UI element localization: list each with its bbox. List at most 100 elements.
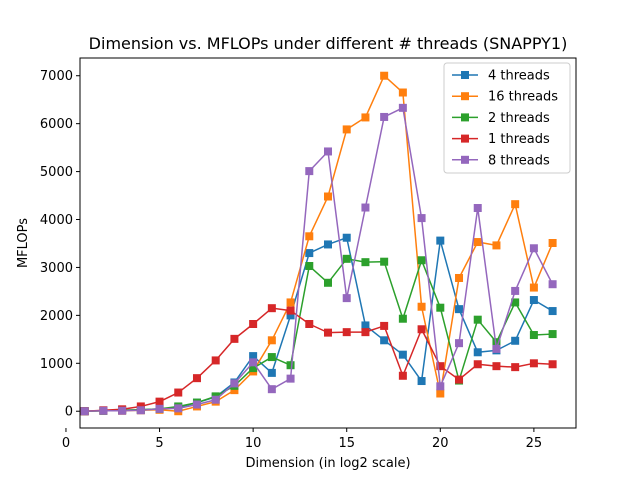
data-point xyxy=(548,239,557,247)
plot-frame xyxy=(79,57,577,429)
data-point xyxy=(492,241,501,250)
data-point xyxy=(305,167,314,176)
data-point xyxy=(473,348,482,357)
legend-swatch-marker xyxy=(461,155,469,164)
data-point xyxy=(511,286,520,295)
data-point xyxy=(398,103,407,112)
data-point xyxy=(380,321,389,330)
data-point xyxy=(473,204,482,213)
data-point xyxy=(511,336,520,345)
data-point xyxy=(305,249,314,258)
x-tick-label: 0 xyxy=(62,436,70,451)
data-point xyxy=(80,407,89,416)
data-point xyxy=(118,406,127,415)
data-point xyxy=(548,360,557,369)
data-point xyxy=(192,400,201,409)
data-point xyxy=(380,257,389,266)
legend-item: 2 threads xyxy=(452,111,550,126)
data-point xyxy=(324,147,332,156)
data-point xyxy=(455,375,464,384)
data-point xyxy=(361,113,370,122)
series-layer xyxy=(80,71,557,416)
x-tick-label: 20 xyxy=(432,436,449,451)
data-point xyxy=(417,256,426,265)
data-point xyxy=(342,294,351,303)
data-point xyxy=(155,404,164,413)
x-tick-label: 25 xyxy=(526,436,543,451)
legend-label: 1 threads xyxy=(488,132,550,147)
x-axis-ticks: 0 5 10 15 20 25 xyxy=(62,428,542,451)
legend: 4 threads 16 threads 2 threads 1 threads 8 t… xyxy=(443,62,571,174)
data-point xyxy=(267,336,276,345)
data-point xyxy=(455,273,464,282)
data-point xyxy=(324,240,332,249)
y-axis-ticks: 0 1000 2000 3000 4000 5000 6000 7000 xyxy=(40,69,80,420)
data-point xyxy=(211,356,220,365)
data-point xyxy=(529,359,538,368)
data-point xyxy=(267,353,276,362)
data-point xyxy=(136,406,145,415)
data-point xyxy=(455,339,464,348)
data-point xyxy=(267,385,276,394)
data-point xyxy=(267,304,276,313)
y-tick-label: 0 xyxy=(65,405,73,420)
data-point xyxy=(511,200,520,209)
data-point xyxy=(436,303,445,312)
data-point xyxy=(398,88,407,97)
y-tick-label: 4000 xyxy=(40,213,73,228)
y-tick-label: 3000 xyxy=(40,261,73,276)
data-point xyxy=(267,368,276,377)
data-point xyxy=(342,125,351,134)
legend-item: 1 threads xyxy=(452,132,550,147)
data-point xyxy=(342,233,351,242)
series-8-threads xyxy=(80,103,557,416)
legend-label: 4 threads xyxy=(488,69,550,84)
y-tick-label: 5000 xyxy=(40,165,73,180)
data-point xyxy=(380,112,389,121)
data-point xyxy=(305,319,314,328)
data-point xyxy=(249,364,258,373)
data-point xyxy=(305,232,314,241)
data-point xyxy=(286,306,295,315)
data-point xyxy=(548,307,557,316)
data-point xyxy=(455,305,464,314)
data-point xyxy=(436,382,445,391)
data-point xyxy=(417,325,426,334)
data-point xyxy=(230,379,239,388)
data-point xyxy=(511,298,520,307)
data-point xyxy=(249,358,258,367)
data-point xyxy=(398,314,407,323)
data-point xyxy=(380,71,389,80)
data-point xyxy=(324,192,332,201)
data-point xyxy=(174,404,183,413)
legend-swatch-marker xyxy=(461,134,469,143)
legend-item: 4 threads xyxy=(452,69,550,84)
data-point xyxy=(398,371,407,380)
data-point xyxy=(398,350,407,359)
data-point xyxy=(286,298,295,307)
data-point xyxy=(155,397,164,406)
data-point xyxy=(286,361,295,370)
legend-box xyxy=(443,62,571,174)
data-point xyxy=(417,302,426,311)
data-point xyxy=(249,352,258,361)
data-point xyxy=(548,330,557,339)
data-point xyxy=(436,389,445,398)
legend-label: 8 threads xyxy=(488,153,550,168)
data-point xyxy=(342,254,351,263)
data-point xyxy=(529,283,538,292)
legend-swatch-marker xyxy=(461,113,469,122)
data-point xyxy=(324,278,332,287)
data-point xyxy=(548,280,557,289)
data-point xyxy=(305,262,314,271)
data-point xyxy=(342,328,351,337)
data-point xyxy=(473,238,482,247)
data-point xyxy=(417,377,426,386)
data-point xyxy=(324,328,332,337)
data-point xyxy=(361,203,370,212)
legend-swatch-marker xyxy=(461,71,469,79)
data-point xyxy=(380,336,389,345)
x-tick-label: 15 xyxy=(338,436,355,451)
data-point xyxy=(511,363,520,372)
